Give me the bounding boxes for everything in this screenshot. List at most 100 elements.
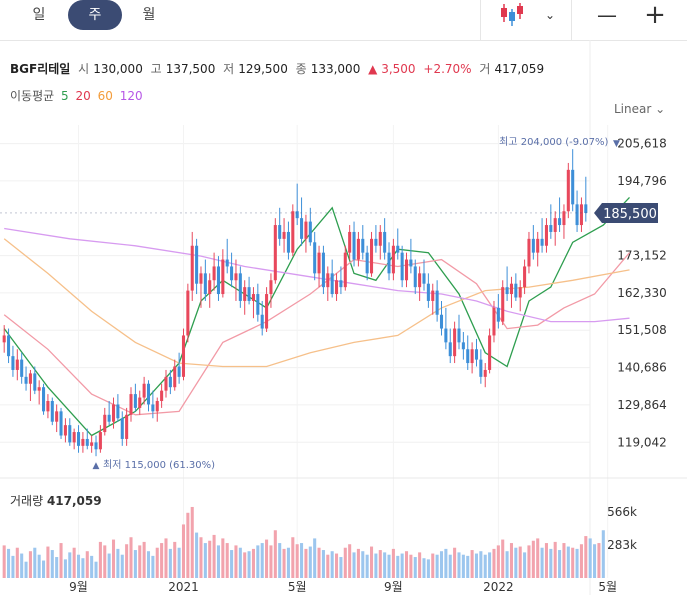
candle-body bbox=[553, 218, 557, 232]
volume-bar bbox=[575, 548, 579, 578]
volume-label: 거 bbox=[479, 62, 491, 76]
volume-bar bbox=[308, 546, 312, 578]
candle-body bbox=[295, 211, 299, 219]
chevron-down-icon[interactable]: ⌄ bbox=[544, 8, 556, 22]
candle-body bbox=[177, 366, 181, 377]
volume-bar bbox=[588, 538, 592, 578]
minus-icon[interactable]: — bbox=[597, 3, 617, 27]
volume-bar bbox=[479, 551, 483, 578]
volume-bar bbox=[190, 506, 194, 578]
volume-bar bbox=[597, 543, 601, 578]
tab-monthly[interactable]: 월 bbox=[142, 7, 156, 23]
candle-body bbox=[365, 252, 369, 274]
volume-bar bbox=[90, 555, 94, 578]
top-toolbar: 일 주 월 ⌄ — + bbox=[0, 0, 687, 41]
volume-bar bbox=[335, 553, 339, 578]
candle-body bbox=[203, 273, 207, 295]
ma-label: 이동평균 bbox=[10, 89, 55, 103]
moving-average-legend[interactable]: 이동평균 5 20 60 120 bbox=[10, 87, 146, 104]
volume-bar bbox=[356, 548, 360, 578]
volume-bar bbox=[527, 545, 531, 578]
volume-bar bbox=[133, 550, 137, 578]
volume-bar bbox=[286, 547, 290, 578]
candle-body bbox=[72, 432, 76, 443]
candle-body bbox=[549, 225, 553, 232]
volume-bar bbox=[317, 547, 321, 578]
candle-body bbox=[479, 359, 483, 377]
candle-body bbox=[234, 273, 238, 281]
volume-bar bbox=[483, 554, 487, 578]
volume-bar bbox=[295, 544, 299, 578]
volume-bar bbox=[431, 553, 435, 578]
candle-body bbox=[448, 342, 452, 357]
current-price-tag bbox=[594, 202, 658, 223]
volume-bar bbox=[343, 547, 347, 578]
candle-body bbox=[413, 266, 417, 288]
volume-bar bbox=[330, 551, 334, 578]
volume-bar bbox=[125, 544, 129, 578]
x-tick-label: 2022 bbox=[483, 580, 514, 594]
candle-body bbox=[505, 287, 509, 295]
candle-body bbox=[378, 231, 382, 246]
volume-bar bbox=[509, 543, 514, 578]
y-tick-label: 119,042 bbox=[617, 435, 667, 449]
volume-bar bbox=[361, 551, 365, 578]
candle-body bbox=[125, 414, 129, 439]
volume-bar bbox=[404, 551, 409, 578]
tab-weekly[interactable]: 주 bbox=[68, 0, 122, 30]
volume-legend: 거래량 417,059 bbox=[10, 492, 102, 509]
volume-bar bbox=[369, 546, 374, 578]
plus-icon[interactable]: + bbox=[644, 0, 666, 30]
candle-body bbox=[216, 266, 221, 295]
volume-bar bbox=[321, 550, 325, 578]
candle-body bbox=[55, 411, 59, 422]
candle-body bbox=[195, 245, 199, 284]
volume-bar bbox=[225, 543, 229, 578]
candle-body bbox=[439, 314, 444, 329]
x-tick-label: 5월 bbox=[598, 580, 617, 594]
volume-bar bbox=[129, 537, 133, 578]
volume-bar bbox=[400, 553, 404, 578]
open-label: 시 bbox=[78, 62, 90, 76]
candle-body bbox=[391, 245, 395, 274]
tab-daily[interactable]: 일 bbox=[32, 7, 46, 23]
volume-bar bbox=[313, 538, 317, 578]
current-price-label: 185,500 bbox=[603, 207, 657, 222]
candle-body bbox=[133, 394, 137, 408]
candle-body bbox=[129, 394, 133, 415]
candle-body bbox=[558, 218, 562, 226]
volume-bar bbox=[111, 539, 116, 578]
volume-bar bbox=[203, 543, 207, 578]
high-marker-icon: ▼ bbox=[613, 139, 620, 149]
candle-body bbox=[575, 204, 579, 226]
volume-bar bbox=[488, 552, 492, 578]
volume-bar bbox=[221, 538, 225, 578]
candle-body bbox=[584, 204, 588, 213]
candle-body bbox=[142, 383, 146, 398]
volume-bar bbox=[20, 553, 24, 578]
candle-body bbox=[369, 238, 374, 274]
candle-body bbox=[562, 211, 566, 226]
candle-body bbox=[230, 266, 234, 281]
volume-bar bbox=[601, 530, 605, 578]
candle-body bbox=[409, 259, 413, 267]
candle-body bbox=[387, 252, 391, 274]
candle-body bbox=[488, 335, 492, 370]
candle-body bbox=[457, 328, 461, 343]
scale-selector[interactable]: Linear ⌄ bbox=[614, 102, 665, 116]
volume-bar bbox=[24, 561, 28, 578]
candle-body bbox=[111, 404, 116, 422]
volume-bar bbox=[15, 547, 19, 578]
candle-body bbox=[579, 204, 583, 226]
candlestick-icon[interactable] bbox=[496, 0, 528, 30]
volume-bar bbox=[33, 547, 37, 578]
volume-bar bbox=[186, 512, 190, 578]
volume-bar bbox=[571, 547, 575, 578]
volume-bar bbox=[339, 557, 343, 578]
volume-bar bbox=[544, 543, 548, 578]
candle-body bbox=[335, 280, 339, 295]
volume-bar bbox=[474, 553, 479, 578]
volume-bar bbox=[50, 550, 54, 578]
volume-bar bbox=[540, 547, 544, 578]
